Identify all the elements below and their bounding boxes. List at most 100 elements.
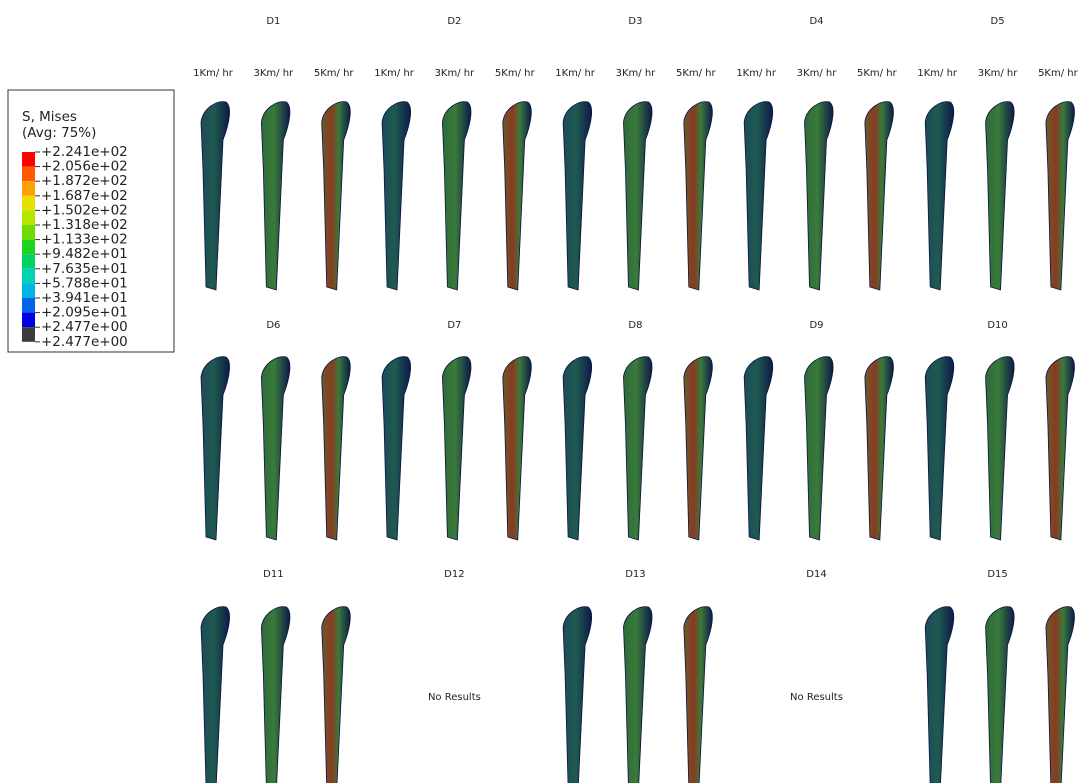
stem	[563, 357, 592, 540]
design-label: D4	[809, 16, 823, 27]
stem	[865, 102, 894, 290]
page: S, Mises (Avg: 75%) +2.241e+02+2.056e+02…	[0, 0, 1087, 783]
stem	[201, 102, 230, 290]
stem	[684, 607, 713, 783]
legend-swatch	[22, 254, 35, 269]
stem	[805, 102, 834, 290]
legend-title: S, Mises	[22, 109, 77, 125]
design-label: D8	[628, 320, 642, 331]
stem	[986, 102, 1015, 290]
legend-swatch	[22, 167, 35, 182]
stem	[623, 102, 652, 290]
design-label: D7	[447, 320, 461, 331]
legend-swatch	[22, 313, 35, 328]
stem	[322, 102, 351, 290]
legend-swatch	[22, 152, 35, 167]
stem	[261, 102, 290, 290]
no-results: No Results	[790, 692, 843, 703]
stem	[201, 607, 230, 783]
stem	[925, 607, 954, 783]
stem	[261, 607, 290, 783]
speed-label: 1Km/ hr	[555, 68, 596, 79]
speed-label: 3Km/ hr	[797, 68, 838, 79]
stem	[623, 357, 652, 540]
legend-swatch	[22, 283, 35, 298]
legend-swatch	[22, 210, 35, 225]
legend-swatch	[22, 269, 35, 284]
speed-label: 5Km/ hr	[1038, 68, 1079, 79]
speed-label: 3Km/ hr	[978, 68, 1019, 79]
design-label: D15	[987, 569, 1007, 580]
stem	[261, 357, 290, 540]
design-label: D6	[266, 320, 280, 331]
legend-label: +9.482e+01	[41, 246, 128, 262]
speed-label: 5Km/ hr	[495, 68, 536, 79]
stem	[623, 607, 652, 783]
design-label: D14	[806, 569, 826, 580]
speed-label: 1Km/ hr	[736, 68, 777, 79]
legend-label: +2.095e+01	[41, 305, 128, 321]
speed-label: 3Km/ hr	[254, 68, 295, 79]
stem	[684, 102, 713, 290]
stem	[744, 357, 773, 540]
design-label: D3	[628, 16, 642, 27]
design-label: D5	[991, 16, 1005, 27]
design-label: D11	[263, 569, 283, 580]
stem	[925, 357, 954, 540]
legend-label: +1.687e+02	[41, 188, 128, 204]
stem	[684, 357, 713, 540]
stem	[805, 357, 834, 540]
stem	[925, 102, 954, 290]
stem	[442, 102, 471, 290]
speed-label: 1Km/ hr	[917, 68, 958, 79]
stem	[1046, 357, 1075, 540]
legend-label: +1.133e+02	[41, 232, 128, 248]
legend-label: +1.872e+02	[41, 173, 128, 189]
speed-label: 1Km/ hr	[374, 68, 415, 79]
speed-label: 5Km/ hr	[857, 68, 898, 79]
stem	[1046, 102, 1075, 290]
design-label: D12	[444, 569, 464, 580]
speed-label: 5Km/ hr	[314, 68, 355, 79]
legend-label: +2.056e+02	[41, 159, 128, 175]
legend-label: +1.318e+02	[41, 217, 128, 233]
legend-subtitle: (Avg: 75%)	[22, 125, 96, 141]
legend-label: +2.241e+02	[41, 144, 128, 160]
design-label: D9	[809, 320, 823, 331]
legend-label: +5.788e+01	[41, 275, 128, 291]
stem	[865, 357, 894, 540]
speed-label: 3Km/ hr	[435, 68, 476, 79]
legend-label: +3.941e+01	[41, 290, 128, 306]
design-label: D2	[447, 16, 461, 27]
figure: S, Mises (Avg: 75%) +2.241e+02+2.056e+02…	[0, 0, 1087, 783]
stem	[986, 607, 1015, 783]
design-label: D1	[266, 16, 280, 27]
speed-label: 3Km/ hr	[616, 68, 657, 79]
stem	[503, 102, 532, 290]
legend-label: +2.477e+00	[41, 334, 128, 350]
stem	[563, 607, 592, 783]
legend-swatch	[22, 196, 35, 211]
legend-swatch	[22, 225, 35, 240]
stem	[382, 357, 411, 540]
stem	[322, 607, 351, 783]
stem	[503, 357, 532, 540]
no-results: No Results	[428, 692, 481, 703]
speed-label: 1Km/ hr	[193, 68, 234, 79]
stem	[986, 357, 1015, 540]
design-label: D10	[987, 320, 1007, 331]
stem	[322, 357, 351, 540]
legend-label: +1.502e+02	[41, 202, 128, 218]
legend-swatch	[22, 240, 35, 255]
legend-swatch	[22, 298, 35, 313]
stem	[382, 102, 411, 290]
legend-swatch	[22, 327, 35, 342]
legend-swatch	[22, 181, 35, 196]
stem	[744, 102, 773, 290]
speed-label: 5Km/ hr	[676, 68, 717, 79]
stem	[201, 357, 230, 540]
stem	[1046, 607, 1075, 783]
legend-label: +2.477e+00	[41, 319, 128, 335]
legend-label: +7.635e+01	[41, 261, 128, 277]
stem	[563, 102, 592, 290]
